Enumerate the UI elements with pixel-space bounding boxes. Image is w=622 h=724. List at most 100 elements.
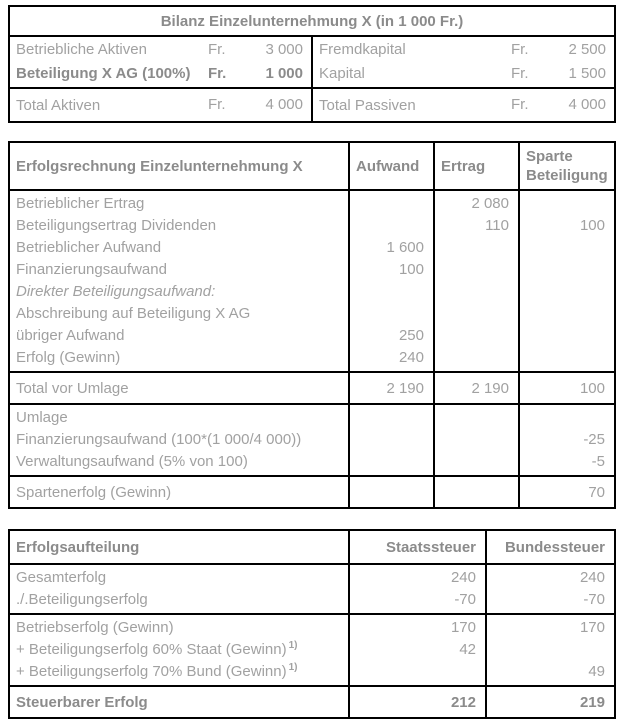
total-ertrag: 2 190 <box>433 371 520 405</box>
bilanz-label: Fremdkapital <box>319 41 406 58</box>
aufwand-value <box>359 451 424 473</box>
block2-label: + Beteiligungserfolg 60% Staat (Gewinn) 1… <box>16 639 342 661</box>
bilanz-value: Fr. 2 500 <box>507 38 614 62</box>
sparte-value <box>529 325 605 347</box>
total-aufwand: 2 190 <box>348 371 435 405</box>
umlage-row: Umlage Finanzierungsaufwand (100*(1 000/… <box>8 403 616 477</box>
umlage-label: Finanzierungsaufwand (100*(1 000/4 000)) <box>16 431 302 448</box>
umlage-label: Verwaltungsaufwand (5% von 100) <box>16 453 248 470</box>
amount: 1 000 <box>265 65 303 82</box>
sparte-value <box>529 303 605 325</box>
ertrag-value <box>444 259 509 281</box>
label-text: + Beteiligungserfolg 60% Staat (Gewinn) <box>16 641 287 658</box>
detail-label: Abschreibung auf Beteiligung X AG <box>16 305 251 322</box>
erfolgsrechnung-detail-row: Betrieblicher Ertrag Beteiligungsertrag … <box>8 189 616 373</box>
staatssteuer-value: 42 <box>459 641 476 658</box>
detail-label: Betrieblicher Ertrag <box>16 195 145 212</box>
umlage-label: Umlage <box>16 409 68 426</box>
erfolgsrechnung-table: Erfolgsrechnung Einzelunternehmung X Auf… <box>8 141 616 509</box>
detail-label: Direkter Beteiligungsaufwand: <box>16 283 216 300</box>
aufwand-value: 240 <box>398 349 424 366</box>
sparte-value <box>529 281 605 303</box>
bilanz-value: Fr. 3 000 <box>204 38 311 62</box>
ertrag-value: 2 080 <box>471 195 509 212</box>
erfolgsaufteilung-title: Erfolgsaufteilung <box>8 529 350 565</box>
sparte-value <box>529 407 605 429</box>
erfolgsaufteilung-header-row: Erfolgsaufteilung Staatssteuer Bundesste… <box>8 529 616 565</box>
total-passiven-value: Fr. 4 000 <box>507 87 615 122</box>
bilanz-table: Bilanz Einzelunternehmung X (in 1 000 Fr… <box>8 5 616 123</box>
total-aktiven-value: Fr. 4 000 <box>204 87 312 122</box>
ertrag-value <box>444 325 509 347</box>
aufwand-value <box>359 407 424 429</box>
spartenerfolg-aufwand <box>348 475 435 509</box>
block2-bund-cell: 170 49 <box>485 613 616 687</box>
currency-label: Fr. <box>208 41 226 58</box>
ertrag-value <box>444 451 509 473</box>
amount: 4 000 <box>265 96 303 113</box>
detail-ertrag-cell: 2 080 110 <box>433 189 520 373</box>
aufwand-value <box>359 193 424 215</box>
bilanz-passiven-labels: Fremdkapital Kapital <box>311 35 507 88</box>
sparte-value <box>529 193 605 215</box>
bilanz-label: Beteiligung X AG (100%) <box>16 65 191 82</box>
column-header-staatssteuer: Staatssteuer <box>348 529 487 565</box>
amount: 4 000 <box>568 96 606 113</box>
umlage-labels-cell: Umlage Finanzierungsaufwand (100*(1 000/… <box>8 403 350 477</box>
sparte-value <box>529 237 605 259</box>
bundessteuer-value: 240 <box>579 569 605 586</box>
bilanz-value: Fr. 4 000 <box>204 93 311 117</box>
block1-bund-cell: 240 -70 <box>485 563 616 615</box>
spartenerfolg-row: Spartenerfolg (Gewinn) 70 <box>8 475 616 509</box>
bilanz-aktiven-values: Fr. 3 000 Fr. 1 000 <box>204 35 312 88</box>
bilanz-aktiven-labels: Betriebliche Aktiven Beteiligung X AG (1… <box>9 35 204 88</box>
sparte-value: -25 <box>583 431 605 448</box>
aufwand-value <box>359 303 424 325</box>
label-text: Betriebserfolg (Gewinn) <box>16 619 174 636</box>
bundessteuer-value <box>496 639 605 661</box>
bilanz-title-row: Bilanz Einzelunternehmung X (in 1 000 Fr… <box>9 6 615 36</box>
label-text: + Beteiligungserfolg 70% Bund (Gewinn) <box>16 663 287 680</box>
footnote-marker: 1) <box>288 640 298 651</box>
spartenerfolg-ertrag <box>433 475 520 509</box>
aufwand-value <box>359 429 424 451</box>
column-header-bundessteuer: Bundessteuer <box>485 529 616 565</box>
ertrag-value <box>444 303 509 325</box>
footnote-marker: 1) <box>288 662 298 673</box>
total-passiven-label: Total Passiven <box>311 87 507 122</box>
currency-label: Fr. <box>511 65 529 82</box>
bundessteuer-value: -70 <box>583 591 605 608</box>
sparte-value: -5 <box>591 453 605 470</box>
block2-labels-cell: Betriebserfolg (Gewinn) + Beteiligungser… <box>8 613 350 687</box>
bundessteuer-value: 170 <box>579 619 605 636</box>
bilanz-label: Betriebliche Aktiven <box>16 41 147 58</box>
spacer <box>8 123 614 141</box>
total-sparte: 100 <box>518 371 616 405</box>
ertrag-value <box>444 407 509 429</box>
staatssteuer-value: -70 <box>454 591 476 608</box>
total-vor-umlage-label: Total vor Umlage <box>8 371 350 405</box>
staatssteuer-value <box>359 661 476 683</box>
amount: 3 000 <box>265 41 303 58</box>
aufwand-value: 1 600 <box>386 239 424 256</box>
bilanz-passiven-values: Fr. 2 500 Fr. 1 500 <box>507 35 615 88</box>
bilanz-total-row: Total Aktiven Fr. 4 000 Total Passiven Fr… <box>9 87 615 122</box>
detail-label: Beteiligungsertrag Dividenden <box>16 217 217 234</box>
bundessteuer-value: 49 <box>588 663 605 680</box>
umlage-aufwand-cell <box>348 403 435 477</box>
umlage-sparte-cell: -25 -5 <box>518 403 616 477</box>
column-header-aufwand: Aufwand <box>348 141 435 191</box>
aufwand-value <box>359 215 424 237</box>
currency-label: Fr. <box>208 65 227 82</box>
staatssteuer-value: 240 <box>450 569 476 586</box>
detail-labels-cell: Betrieblicher Ertrag Beteiligungsertrag … <box>8 189 350 373</box>
sparte-value <box>529 259 605 281</box>
column-header-sparte-beteiligung: Sparte Beteiligung <box>518 141 616 191</box>
sparte-value <box>529 347 605 369</box>
block1-staat-cell: 240 -70 <box>348 563 487 615</box>
aufwand-value <box>359 281 424 303</box>
bilanz-title: Bilanz Einzelunternehmung X (in 1 000 Fr… <box>160 12 464 30</box>
detail-label: Betrieblicher Aufwand <box>16 239 162 256</box>
bilanz-value: Fr. 1 500 <box>507 62 614 86</box>
